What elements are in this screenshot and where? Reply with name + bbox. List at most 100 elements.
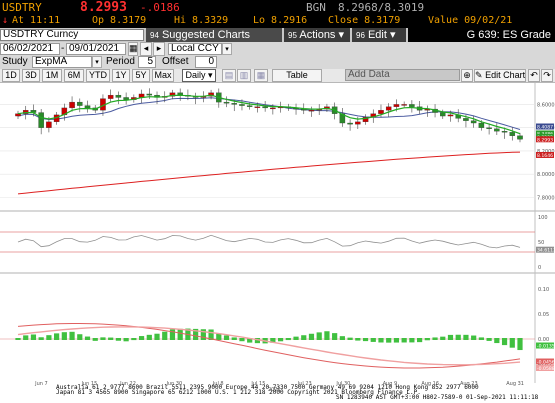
edit-label: Edit (367, 29, 387, 41)
period-button-ytd[interactable]: YTD (86, 69, 110, 82)
macd-histogram-bar (154, 333, 160, 340)
rsi-tick-label: 0 (538, 265, 541, 271)
edit-chart-button[interactable]: ✎ Edit Chart (474, 69, 526, 82)
macd-histogram-bar (285, 338, 291, 341)
grid-icon[interactable]: ▦ (254, 69, 268, 82)
candle-up (401, 104, 407, 106)
period-button-6m[interactable]: 6M (64, 69, 84, 82)
macd-histogram-bar (486, 338, 492, 341)
end-date-field[interactable]: 09/01/2021 (66, 43, 126, 55)
candle-down (486, 127, 492, 129)
macd-line (17, 323, 521, 369)
macd-histogram-bar (200, 329, 206, 340)
undo-icon[interactable]: ↶ (528, 69, 540, 82)
security-toolbar: USDTRY Curncy 94 Suggested Charts 95 Act… (0, 28, 555, 42)
redo-icon[interactable]: ↷ (541, 69, 553, 82)
add-data-input[interactable]: Add Data (345, 69, 460, 81)
candle-up (15, 113, 21, 117)
macd-histogram-bar (69, 331, 75, 340)
value-date: Value 09/02/21 (428, 15, 513, 26)
study-bar: Study ExpMA ▾ Period 5 Offset 0 (0, 56, 555, 69)
candle-up (169, 92, 176, 97)
edit-button[interactable]: 96 Edit ▾ (352, 28, 406, 42)
candle-down (440, 112, 446, 117)
period-button-1d[interactable]: 1D (2, 69, 20, 82)
suggested-charts-label: Suggested Charts (161, 29, 251, 41)
calendar-icon[interactable]: ▦ (128, 42, 138, 56)
footer-line-3: SN 1283940 AST GMT+3:00 H802-7589-0 01-S… (336, 394, 539, 401)
period-button-max[interactable]: Max (152, 69, 174, 82)
candle-down (494, 128, 500, 132)
start-date-field[interactable]: 06/02/2021 (0, 43, 60, 55)
rsi-tag-bg (536, 246, 554, 253)
open-price: Op 8.3179 (92, 15, 147, 26)
candle-down (409, 104, 415, 107)
actions-button[interactable]: 95 Actions ▾ (284, 28, 350, 42)
ma-tag: 8.4087 (537, 125, 553, 131)
security-input[interactable]: USDTRY Curncy (0, 29, 144, 41)
candle-down (146, 93, 153, 96)
rsi-tag: 34.6112 (537, 248, 555, 254)
macd-histogram-bar (131, 338, 137, 341)
study-select[interactable]: ExpMA (32, 56, 92, 68)
candle-down (347, 122, 353, 125)
macd-histogram-bar (378, 338, 384, 343)
period-button-1m[interactable]: 1M (42, 69, 62, 82)
macd-histogram-bar (401, 338, 407, 343)
macd-histogram-bar (301, 335, 307, 340)
macd-histogram-bar (223, 335, 230, 340)
chevron-right-icon[interactable]: ▸ (153, 42, 165, 56)
frequency-select[interactable]: Daily ▾ (182, 69, 216, 82)
macd-histogram-bar (517, 338, 523, 351)
candle-down (231, 103, 237, 105)
macd-tick-label: 0.00 (538, 337, 549, 343)
macd-histogram-bar (77, 334, 83, 340)
x-tick-label: Jul 23 (297, 381, 312, 387)
period-button-5y[interactable]: 5Y (132, 69, 150, 82)
suggested-charts-button[interactable]: 94 Suggested Charts (146, 28, 282, 42)
last-price-tag-bg (536, 136, 554, 143)
long-ma-tag: 8.1646 (537, 153, 553, 159)
candle-down (38, 112, 44, 128)
macd-histogram-bar (123, 338, 129, 342)
last-price: 8.2993 (80, 0, 127, 15)
macd-histogram-bar (15, 338, 21, 340)
price-tick-label: 8.0000 (537, 172, 555, 178)
rsi-tick-label: 100 (538, 215, 548, 221)
date-range-bar: 06/02/2021 - 09/01/2021 ▦ ◂ ▸ Local CCY … (0, 42, 555, 56)
candle-down (501, 131, 508, 133)
actions-label: Actions (299, 29, 336, 41)
line-chart-icon[interactable]: ▤ (222, 69, 236, 82)
actions-icon: 95 (288, 31, 297, 40)
currency-select[interactable]: Local CCY (168, 43, 222, 55)
ma-tag-bg (536, 123, 554, 130)
period-field[interactable]: 5 (138, 56, 156, 68)
chevron-down-icon[interactable]: ▾ (222, 43, 232, 55)
ema-line (17, 94, 521, 135)
period-button-1y[interactable]: 1Y (112, 69, 130, 82)
table-button[interactable]: Table (272, 69, 322, 82)
chevron-down-icon[interactable]: ▾ (92, 56, 102, 68)
macd-histogram-bar (455, 334, 461, 340)
candle-down (77, 101, 83, 106)
offset-field[interactable]: 0 (195, 56, 217, 68)
bar-chart-icon[interactable]: ▥ (237, 69, 251, 82)
period-label: Period (106, 56, 135, 67)
candle-down (463, 118, 469, 121)
quote-bar: USDTRY 8.2993 -.0186 BGN 8.2968/8.3019 ↓… (0, 0, 555, 28)
close-price: Close 8.3179 (328, 15, 401, 26)
macd-histogram-bar (308, 333, 315, 340)
candle-down (470, 120, 477, 124)
x-tick-label: Jun 22 (119, 381, 136, 387)
candle-down (509, 132, 516, 136)
macd-histogram-bar (30, 334, 37, 340)
macd-histogram-bar (417, 338, 423, 343)
chevron-left-icon[interactable]: ◂ (140, 42, 152, 56)
period-button-3d[interactable]: 3D (22, 69, 40, 82)
candle-up (393, 104, 400, 107)
add-icon[interactable]: ⊕ (461, 69, 473, 82)
study-label: Study (2, 56, 28, 67)
macd-histogram-bar (332, 333, 338, 340)
